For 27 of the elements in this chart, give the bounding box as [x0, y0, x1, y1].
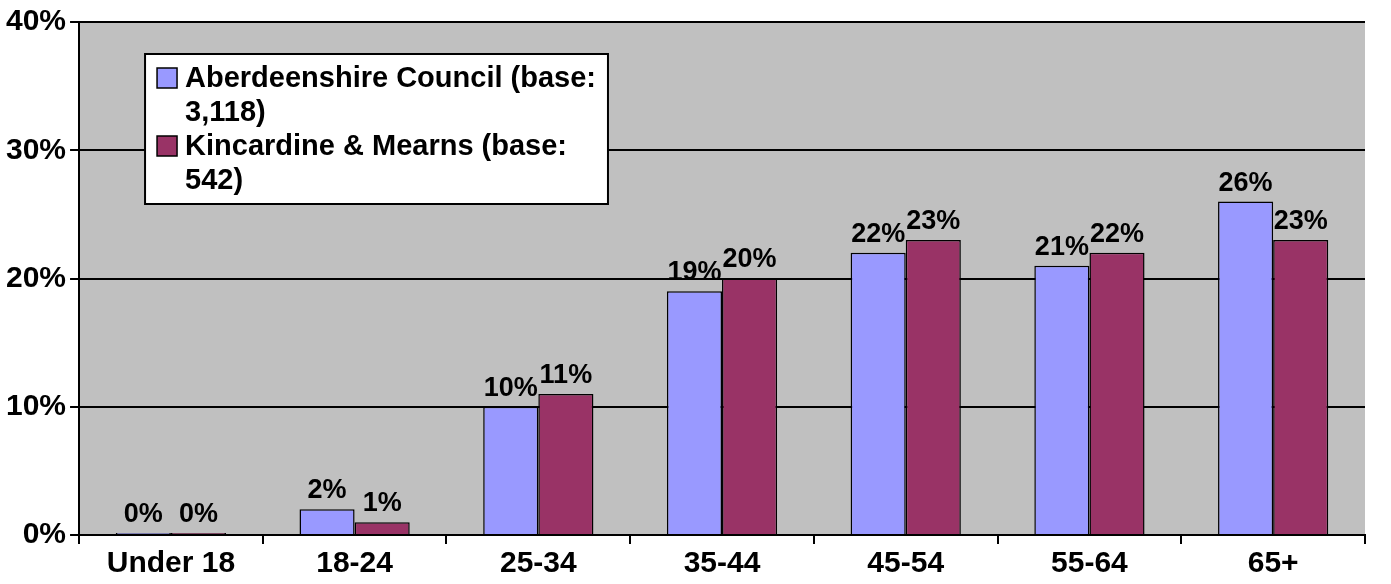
x-tick-label: 18-24	[316, 545, 394, 579]
legend-label: Aberdeenshire Council (base: 3,118)	[185, 61, 596, 127]
data-label: 0%	[178, 497, 218, 528]
y-tick-label: 40%	[6, 3, 67, 37]
data-label: 22%	[1089, 217, 1145, 248]
data-label: 0%	[123, 497, 163, 528]
x-tick-label: 35-44	[683, 545, 761, 579]
x-tick-label: 65+	[1247, 545, 1299, 579]
legend-label: Kincardine & Mearns (base: 542)	[185, 129, 567, 195]
data-label: 26%	[1218, 166, 1273, 197]
y-tick-label: 0%	[22, 516, 67, 550]
data-label: 23%	[906, 204, 961, 235]
data-label: 23%	[1273, 204, 1328, 235]
data-label: 11%	[539, 358, 593, 389]
data-label: 20%	[722, 243, 777, 274]
y-tick-label: 30%	[6, 131, 67, 165]
x-tick-label: Under 18	[106, 545, 236, 579]
x-tick-label: 55-64	[1051, 545, 1129, 579]
y-tick-label: 20%	[6, 259, 67, 293]
y-tick-label: 10%	[6, 388, 67, 422]
data-label: 21%	[1034, 230, 1089, 261]
x-tick-label: 25-34	[499, 545, 577, 579]
data-label: 10%	[483, 371, 538, 402]
data-label: 2%	[307, 474, 347, 505]
data-label: 22%	[851, 217, 906, 248]
data-label: 1%	[362, 487, 402, 518]
x-tick-label: 45-54	[867, 545, 945, 579]
